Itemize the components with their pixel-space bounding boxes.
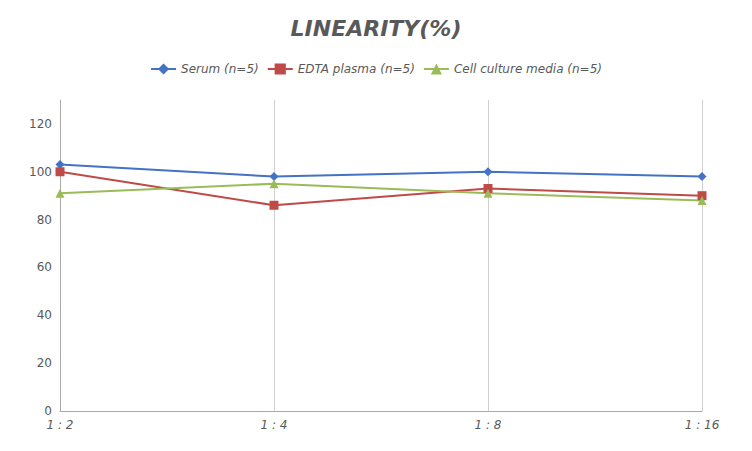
svg-text:1 : 2: 1 : 2 [47, 418, 74, 432]
svg-text:0: 0 [44, 404, 52, 418]
svg-text:60: 60 [37, 260, 52, 274]
svg-text:LINEARITY(%): LINEARITY(%) [291, 16, 462, 41]
svg-text:120: 120 [29, 117, 52, 131]
svg-text:20: 20 [37, 356, 52, 370]
svg-text:1 : 16: 1 : 16 [685, 418, 720, 432]
svg-text:100: 100 [29, 165, 52, 179]
svg-text:1 : 8: 1 : 8 [475, 418, 502, 432]
svg-text:1 : 4: 1 : 4 [261, 418, 288, 432]
svg-text:EDTA plasma (n=5): EDTA plasma (n=5) [298, 62, 415, 76]
svg-text:Cell culture media (n=5): Cell culture media (n=5) [454, 62, 602, 76]
svg-text:80: 80 [37, 213, 52, 227]
svg-text:Serum (n=5): Serum (n=5) [181, 62, 259, 76]
svg-text:40: 40 [37, 308, 52, 322]
